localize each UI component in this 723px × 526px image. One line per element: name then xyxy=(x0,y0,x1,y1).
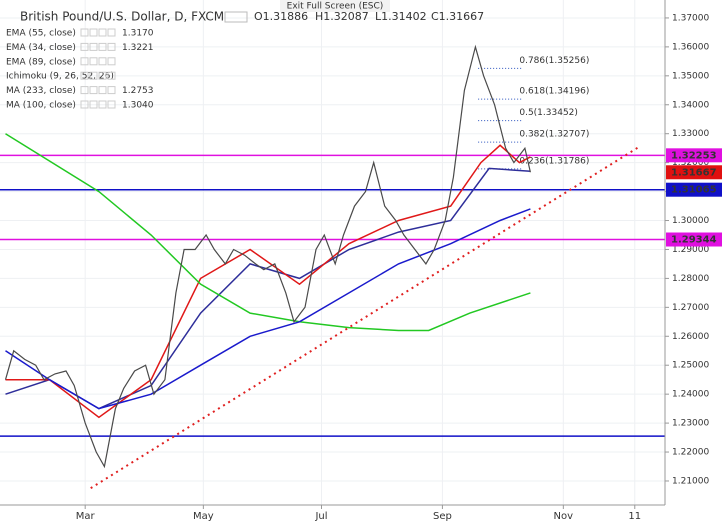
y-tick-label: 1.29000 xyxy=(672,245,709,255)
icon xyxy=(89,57,98,66)
fib-label: 0.382(1.32707) xyxy=(519,130,589,140)
chart-title: British Pound/U.S. Dollar, D, FXCM xyxy=(20,10,224,24)
price-tag-label: 1.31667 xyxy=(671,167,717,178)
y-tick-label: 1.24000 xyxy=(672,390,709,400)
legend-label: EMA (34, close) xyxy=(6,43,76,53)
ohlc-value: H1.32087 xyxy=(315,10,369,23)
icon xyxy=(107,100,116,109)
series-line xyxy=(4,44,531,469)
legend: O1.31886 H1.32087 L1.31402 C1.31667 EMA (55,… xyxy=(6,10,484,111)
x-tick-label: Nov xyxy=(554,511,574,522)
x-tick-label: May xyxy=(193,511,214,522)
fib-label: 0.236(1.31786) xyxy=(519,156,589,166)
y-tick-label: 1.25000 xyxy=(672,361,709,371)
price-tag-label: 1.29344 xyxy=(671,235,717,246)
exit-button[interactable] xyxy=(280,0,390,12)
icon xyxy=(89,42,98,51)
icon xyxy=(80,28,89,37)
icon xyxy=(98,100,107,109)
icon xyxy=(89,28,98,37)
y-tick-label: 1.37000 xyxy=(672,13,709,23)
y-tick-label: 1.21000 xyxy=(672,476,709,486)
icon xyxy=(98,28,107,37)
series-line xyxy=(5,208,531,410)
y-tick-label: 1.36000 xyxy=(672,42,709,52)
x-tick-label: 11 xyxy=(628,511,641,522)
icon xyxy=(98,42,107,51)
icon xyxy=(80,100,89,109)
ohlc-value: C1.31667 xyxy=(431,10,484,23)
icon xyxy=(107,28,116,37)
y-tick-label: 1.22000 xyxy=(672,448,709,458)
icon xyxy=(107,57,116,66)
icon xyxy=(107,86,116,95)
price-tag xyxy=(666,165,722,180)
plot: 0.786(1.35256) 0.618(1.34196) 0.5(1.33452)… xyxy=(0,44,665,490)
y-tick-label: 1.28000 xyxy=(672,274,709,284)
grid xyxy=(0,0,665,505)
icon xyxy=(98,71,107,80)
y-tick-label: 1.34000 xyxy=(672,100,709,110)
legend-value: 1.3170 xyxy=(122,29,154,39)
icon xyxy=(80,71,89,80)
x-tick-label: Jul xyxy=(314,511,327,522)
y-tick-label: 1.30000 xyxy=(672,216,709,226)
icon xyxy=(107,42,116,51)
price-tag xyxy=(666,148,722,163)
y-tick-label: 1.32000 xyxy=(672,158,709,168)
legend-label: MA (100, close) xyxy=(6,101,76,111)
y-tick-label: 1.35000 xyxy=(672,71,709,81)
icon xyxy=(80,57,89,66)
icon xyxy=(89,86,98,95)
icon xyxy=(80,86,89,95)
price-tag-label: 1.31065 xyxy=(671,185,717,196)
x-tick-label: Mar xyxy=(76,511,96,522)
icon xyxy=(107,71,116,80)
fib-label: 0.786(1.35256) xyxy=(519,56,589,66)
legend-label: Ichimoku (9, 26, 52, 26) xyxy=(6,72,114,82)
icon xyxy=(98,86,107,95)
legend-label: EMA (55, close) xyxy=(6,29,76,39)
exit-fullscreen[interactable]: Exit Full Screen (ESC) xyxy=(287,2,384,12)
price-tag xyxy=(666,182,722,197)
legend-label: EMA (89, close) xyxy=(6,57,76,67)
icon xyxy=(224,11,248,23)
legend-label: MA (233, close) xyxy=(6,86,76,96)
legend-value: 1.3221 xyxy=(122,43,154,53)
fib-label: 0.618(1.34196) xyxy=(519,87,589,97)
x-tick-label: Sep xyxy=(433,511,452,522)
price-tag-label: 1.32253 xyxy=(671,150,717,161)
icon xyxy=(89,100,98,109)
ohlc-value: O1.31886 xyxy=(254,10,308,23)
icon xyxy=(80,42,89,51)
y-tick-label: 1.27000 xyxy=(672,303,709,313)
price-tag xyxy=(666,232,722,247)
ohlc-value: L1.31402 xyxy=(375,10,427,23)
legend-value: 1.2753 xyxy=(122,86,154,96)
icon xyxy=(98,57,107,66)
series-line xyxy=(5,144,531,419)
y-tick-label: 1.33000 xyxy=(672,129,709,139)
y-tick-label: 1.23000 xyxy=(672,419,709,429)
y-tick-label: 1.26000 xyxy=(672,332,709,342)
legend-value: 1.3040 xyxy=(122,101,154,111)
icon xyxy=(89,71,98,80)
fib-label: 0.5(1.33452) xyxy=(519,108,578,118)
